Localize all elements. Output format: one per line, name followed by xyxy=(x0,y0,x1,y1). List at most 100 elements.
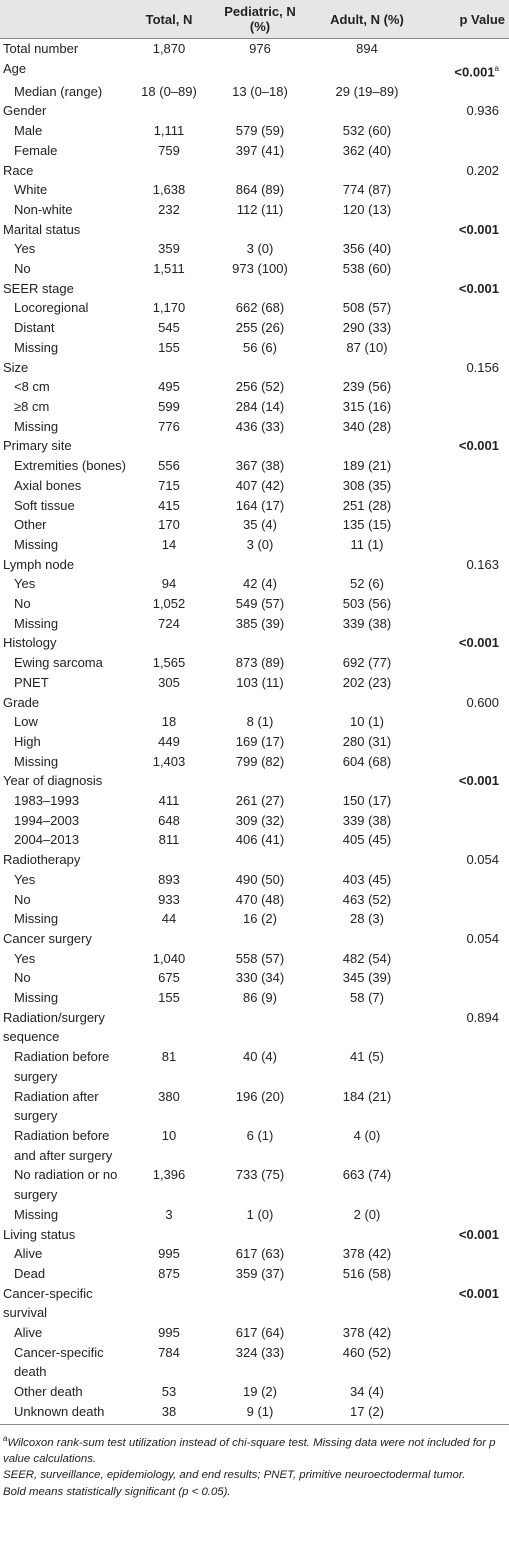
cell: 380 xyxy=(158,1088,180,1104)
cell: 28 (3) xyxy=(350,911,384,927)
p-text: 0.202 xyxy=(466,162,499,178)
row-label: Soft tissue xyxy=(14,497,75,513)
table-row: Missing 1,403 799 (82) 604 (68) xyxy=(0,752,509,772)
row-label: Living status xyxy=(3,1226,76,1242)
cell xyxy=(310,279,424,299)
table-row: Grade 0.600 xyxy=(0,693,509,713)
p-value xyxy=(424,239,509,259)
cell xyxy=(310,633,424,653)
cell: 305 xyxy=(158,674,180,690)
row-label: Year of diagnosis xyxy=(3,773,103,789)
cell: 1,052 xyxy=(152,596,186,612)
p-value: 0.202 xyxy=(424,161,509,181)
table-row: Lymph node 0.163 xyxy=(0,555,509,575)
cell xyxy=(210,850,310,870)
p-value xyxy=(424,496,509,516)
cell: 875 xyxy=(158,1265,180,1281)
cell: 470 (48) xyxy=(235,891,285,907)
row-label: Missing xyxy=(14,536,59,552)
p-value xyxy=(424,1047,509,1086)
cell: 14 xyxy=(161,536,177,552)
p-value xyxy=(424,121,509,141)
row-label: Male xyxy=(14,123,43,139)
row-label: Radiation after surgery xyxy=(14,1088,99,1124)
table-row: Other 170 35 (4) 135 (15) xyxy=(0,515,509,535)
p-text: 0.163 xyxy=(466,556,499,572)
p-value xyxy=(424,397,509,417)
cell xyxy=(310,101,424,121)
cell: 11 (1) xyxy=(350,536,384,552)
column-header: Total, N xyxy=(128,0,210,39)
cell: 976 xyxy=(249,41,271,56)
cell: 873 (89) xyxy=(235,655,285,671)
cell xyxy=(210,279,310,299)
table-row: No 1,052 549 (57) 503 (56) xyxy=(0,594,509,614)
table-row: Distant 545 255 (26) 290 (33) xyxy=(0,318,509,338)
cell xyxy=(210,693,310,713)
row-label: Grade xyxy=(3,694,40,710)
table-row: Missing 724 385 (39) 339 (38) xyxy=(0,614,509,634)
p-value xyxy=(424,1401,509,1425)
cell: 733 (75) xyxy=(235,1167,285,1183)
row-label: 1983–1993 xyxy=(14,793,80,809)
p-value xyxy=(424,988,509,1008)
row-label: Missing xyxy=(14,753,59,769)
p-text: <0.001 xyxy=(458,1226,499,1242)
row-label: Low xyxy=(14,714,38,730)
table-row: Missing 44 16 (2) 28 (3) xyxy=(0,909,509,929)
p-value xyxy=(424,830,509,850)
cell: 112 (11) xyxy=(236,201,284,217)
p-value xyxy=(424,909,509,929)
cell: 13 (0–18) xyxy=(232,83,288,99)
cell: 549 (57) xyxy=(235,596,285,612)
row-label: Missing xyxy=(14,615,59,631)
table-row: Size 0.156 xyxy=(0,358,509,378)
column-header: Adult, N (%) xyxy=(310,0,424,39)
table-row: Cancer-specific survival <0.001 xyxy=(0,1284,509,1323)
cell xyxy=(128,555,210,575)
p-text: <0.001 xyxy=(458,438,499,454)
cell: 29 (19–89) xyxy=(335,83,399,99)
column-header: Pediatric, N (%) xyxy=(210,0,310,39)
cell xyxy=(128,279,210,299)
cell: 532 (60) xyxy=(342,123,392,139)
cell: 315 (16) xyxy=(342,398,392,414)
cell: 345 (39) xyxy=(342,970,392,986)
cell xyxy=(128,358,210,378)
table-row: Male 1,111 579 (59) 532 (60) xyxy=(0,121,509,141)
row-label: Alive xyxy=(14,1246,43,1262)
cell: 675 xyxy=(158,970,180,986)
cell: 3 (0) xyxy=(246,241,274,257)
cell: 19 (2) xyxy=(243,1384,277,1400)
cell: 169 (17) xyxy=(235,733,285,749)
p-text: <0.001 xyxy=(454,64,495,80)
cell: 894 xyxy=(356,41,378,56)
p-text: 0.054 xyxy=(466,852,499,868)
cell: 58 (7) xyxy=(350,990,384,1006)
cell: 558 (57) xyxy=(235,950,285,966)
cell xyxy=(310,436,424,456)
cell xyxy=(310,1008,424,1047)
cell: 359 xyxy=(158,241,180,257)
row-label: Missing xyxy=(14,1206,59,1222)
p-value xyxy=(424,1264,509,1284)
cell: 893 xyxy=(158,871,180,887)
row-label: Cancer-specific death xyxy=(14,1344,104,1380)
cell xyxy=(210,436,310,456)
table-row: Missing 3 1 (0) 2 (0) xyxy=(0,1205,509,1225)
footnote-text: Bold means statistically significant (p … xyxy=(3,1485,231,1498)
cell: 482 (54) xyxy=(342,950,392,966)
cell xyxy=(210,59,310,82)
cell: 135 (15) xyxy=(342,517,392,533)
cell: 18 xyxy=(161,714,177,730)
row-label: Primary site xyxy=(3,438,72,454)
row-label: Yes xyxy=(14,241,36,257)
cell: 662 (68) xyxy=(235,300,285,316)
table-row: Radiation before and after surgery 10 6 (1… xyxy=(0,1126,509,1165)
p-value xyxy=(424,732,509,752)
cell: 378 (42) xyxy=(342,1325,392,1341)
cell: 290 (33) xyxy=(342,320,392,336)
cell: 403 (45) xyxy=(342,871,392,887)
p-value xyxy=(424,1126,509,1165)
cell: 397 (41) xyxy=(235,142,285,158)
